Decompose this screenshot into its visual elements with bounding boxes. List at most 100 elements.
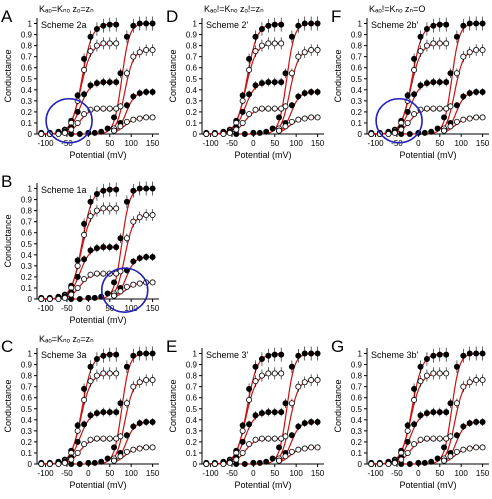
data-point-lowA [81,256,88,263]
data-point-hiA [411,385,418,392]
y-tick-label: 0.3 [21,262,33,271]
y-tick-label: 0 [28,130,33,139]
y-tick-label: 0.3 [21,97,33,106]
data-point-hiB [269,455,276,462]
data-point-vlowB [123,118,130,125]
data-point-midA [113,370,120,377]
x-tick-label: 50 [105,139,114,148]
data-point-hiB [415,459,422,466]
data-point-hiA [113,351,120,358]
y-tick-label: 0.5 [186,75,198,84]
data-point-lowB [460,93,467,100]
y-tick-label: 0.1 [351,119,363,128]
data-point-lowA [87,412,94,419]
data-point-lowA [93,410,100,417]
y-tick-label: 0.2 [186,108,198,117]
data-point-hiB [136,350,143,357]
data-point-hiA [265,352,272,359]
y-tick-label: 0.1 [186,449,198,458]
data-point-hiA [271,351,278,358]
data-point-vlowB [136,445,143,452]
data-point-hiB [288,33,295,40]
data-point-midB [130,218,137,225]
data-point-hiA [278,21,285,28]
data-point-midA [239,97,246,104]
data-point-hiB [295,22,302,29]
y-axis-label: Conductance [333,379,343,432]
x-tick-label: 0 [251,469,256,478]
data-point-lowA [423,80,430,87]
data-point-vlowA [239,449,246,456]
data-point-vlowA [81,111,88,118]
data-point-vlowA [398,126,405,133]
data-point-hiA [93,356,100,363]
data-point-midB [136,379,143,386]
data-point-midA [265,40,272,47]
data-point-hiA [81,55,88,62]
data-point-midA [430,40,437,47]
data-point-midA [100,205,107,212]
x-tick-label: 0 [86,469,91,478]
y-tick-label: 0 [28,295,33,304]
data-point-lowA [100,79,107,86]
data-point-hiB [428,128,435,135]
data-point-lowA [411,421,418,428]
data-point-vlowB [149,444,156,451]
y-tick-label: 0 [358,130,363,139]
x-tick-label: 150 [146,139,160,148]
y-tick-label: 0.8 [21,372,33,381]
data-point-vlowA [278,105,285,112]
data-point-lowB [314,89,321,96]
data-point-lowA [417,82,424,89]
data-point-hiB [263,458,270,465]
data-point-midB [149,212,156,219]
data-point-hiA [417,363,424,370]
data-point-vlowA [68,291,75,298]
data-point-hiA [81,385,88,392]
panel-letter: A [1,7,13,26]
y-tick-label: 0.9 [186,31,198,40]
data-point-midA [239,427,246,434]
data-point-midB [314,377,321,384]
y-tick-label: 1 [193,350,198,359]
y-tick-label: 0.2 [21,108,33,117]
data-point-midA [436,370,443,377]
data-point-vlowA [81,441,88,448]
data-point-hiA [74,257,81,264]
data-point-hiB [143,185,150,192]
x-tick-label: -50 [226,469,238,478]
data-point-lowB [479,419,486,426]
data-point-vlowA [106,435,113,442]
y-tick-label: 0.9 [186,361,198,370]
data-point-vlowA [100,270,107,277]
data-point-hiB [428,458,435,465]
panel-letter: D [166,7,178,26]
data-point-hiB [308,350,315,357]
data-point-lowA [430,409,437,416]
data-point-vlowB [143,444,150,451]
fit-curve-hiA [41,23,116,135]
x-tick-label: 0 [86,304,91,313]
data-point-midB [136,214,143,221]
data-point-vlowA [233,456,240,463]
data-point-vlowB [479,444,486,451]
data-point-hiB [314,20,321,27]
data-point-lowA [443,79,450,86]
data-point-lowA [74,273,81,280]
y-tick-label: 0.1 [21,119,33,128]
data-point-vlowA [87,271,94,278]
data-point-lowA [278,79,285,86]
data-point-vlowA [81,276,88,283]
data-point-hiA [113,21,120,28]
data-point-midA [417,378,424,385]
x-tick-label: 50 [270,469,279,478]
y-tick-label: 0.9 [21,31,33,40]
data-point-vlowA [385,460,392,467]
y-tick-label: 0.3 [351,97,363,106]
data-point-hiB [241,130,248,137]
data-point-vlowB [276,457,283,464]
data-point-hiA [404,92,411,99]
data-point-hiA [258,356,265,363]
data-point-hiB [269,125,276,132]
data-point-vlowA [239,119,246,126]
